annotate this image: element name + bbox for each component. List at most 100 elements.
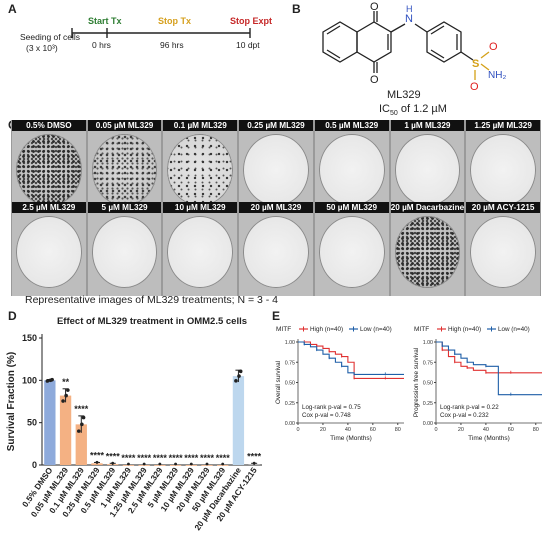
- plate-cell: 1.25 µM ML329: [466, 120, 540, 214]
- km-overall-survival-chart: MITF High (n=40) Low (n=40) 0.00 0.25 0.50 0.7…: [275, 326, 404, 442]
- survival-curve: [298, 341, 404, 375]
- ic50-label: IC50 of 1.2 µM: [379, 103, 447, 117]
- panel-letter-a: A: [8, 2, 17, 16]
- plate-label: 0.25 µM ML329: [239, 120, 313, 131]
- stat-annotation: Log-rank p-val = 0.75: [302, 404, 361, 411]
- data-point: [127, 462, 130, 466]
- significance-label: ****: [153, 453, 168, 463]
- plate-label: 0.05 µM ML329: [87, 120, 162, 131]
- plate-row-1: 0.5% DMSO 0.05 µM ML329 0.1 µM ML329 0.25 µ…: [11, 120, 541, 214]
- culture-dish: [16, 134, 82, 206]
- atom-o-s2: O: [470, 81, 479, 93]
- y-tick-label: 0.00: [285, 421, 295, 427]
- y-tick-label: 50: [27, 418, 37, 428]
- significance-label: **: [62, 377, 70, 387]
- significance-label: ****: [137, 453, 152, 463]
- molecule-bonds: [322, 11, 474, 73]
- x-tick-label: 40: [345, 427, 351, 433]
- plate-cell: 20 µM ACY-1215: [466, 202, 540, 296]
- atom-h: H: [406, 4, 413, 14]
- bar: [217, 465, 229, 466]
- y-tick-label: 0.75: [423, 360, 433, 366]
- legend-label: High (n=40): [310, 326, 343, 333]
- plate-cell: 1 µM ML329: [390, 120, 465, 214]
- significance-label: ****: [247, 451, 262, 461]
- x-tick-label: 20: [320, 427, 326, 433]
- legend-label: Low (n=40): [498, 326, 530, 333]
- significance-label: ****: [74, 404, 89, 414]
- plate-cell: 0.5 µM ML329: [314, 120, 389, 214]
- plate-label: 10 µM ML329: [163, 202, 238, 213]
- y-axis-label: Survival Fraction (%): [6, 352, 17, 451]
- chart-title: Effect of ML329 treatment in OMM2.5 cell…: [57, 316, 247, 327]
- plate-label: 0.5 µM ML329: [314, 120, 389, 131]
- time-96-label: 96 hrs: [160, 40, 184, 50]
- plate-label: 1 µM ML329: [390, 120, 465, 131]
- y-tick-label: 0.25: [285, 401, 295, 407]
- plate-label: 20 µM ACY-1215: [466, 202, 540, 213]
- y-tick-label: 0.50: [423, 381, 433, 387]
- data-point: [64, 393, 68, 398]
- data-point: [76, 429, 81, 433]
- x-tick-label: 0: [434, 427, 437, 433]
- stat-annotation: Cox p-val = 0.232: [440, 412, 489, 419]
- data-point: [142, 462, 146, 466]
- y-axis-label: Progression free survival: [413, 348, 420, 417]
- data-point: [45, 379, 50, 383]
- x-tick-label: 0: [296, 427, 299, 433]
- plate-cell: 20 µM ML329: [239, 202, 313, 296]
- atom-o-s1: O: [489, 41, 498, 53]
- x-tick-label: 40: [483, 427, 489, 433]
- data-point: [66, 388, 70, 392]
- plate-label: 2.5 µM ML329: [12, 202, 86, 213]
- bar: [185, 465, 197, 466]
- data-point: [111, 461, 115, 465]
- data-point: [238, 369, 243, 374]
- plate-label: 1.25 µM ML329: [466, 120, 540, 131]
- atom-nh2: NH₂: [488, 70, 506, 81]
- culture-dish: [91, 216, 158, 288]
- plate-cell: 20 µM Dacarbazine: [390, 202, 465, 296]
- significance-label: ****: [216, 453, 231, 463]
- seeding-label-line2: (3 x 10³): [26, 43, 58, 53]
- y-tick-label: 0.00: [423, 421, 433, 427]
- y-tick-label: 100: [22, 375, 37, 385]
- ml329-structure: O O N H S O O NH₂ ML329 IC50 of 1.2 µM: [322, 1, 506, 117]
- x-tick-label: 60: [508, 427, 514, 433]
- atom-s: S: [472, 58, 479, 70]
- legend-label: Low (n=40): [360, 326, 392, 333]
- compound-name: ML329: [387, 89, 421, 101]
- significance-label: ****: [169, 453, 184, 463]
- y-tick-label: 0.50: [285, 381, 295, 387]
- data-point: [205, 462, 209, 466]
- stop-expt-label: Stop Expt: [230, 16, 272, 26]
- significance-label: ****: [200, 453, 215, 463]
- legend-label: High (n=40): [448, 326, 481, 333]
- panel-letter-d: D: [8, 309, 17, 323]
- y-tick-label: 0: [32, 460, 37, 470]
- atom-o-bottom: O: [370, 74, 379, 86]
- y-tick-label: 1.00: [423, 340, 433, 346]
- significance-label: ****: [184, 453, 199, 463]
- plate-label: 0.1 µM ML329: [163, 120, 238, 131]
- stat-annotation: Cox p-val = 0.748: [302, 412, 351, 419]
- y-axis-label: Overall survival: [275, 361, 282, 404]
- significance-label: ****: [121, 453, 136, 463]
- bar: [75, 424, 87, 465]
- plate-cell: 0.1 µM ML329: [163, 120, 238, 214]
- plate-row-2: 2.5 µM ML329 5 µM ML329 10 µM ML329 20 µM M…: [11, 202, 541, 296]
- plates-caption: Representative images of ML329 treatment…: [25, 294, 278, 306]
- plate-cell: 10 µM ML329: [163, 202, 238, 296]
- x-tick-label: 20: [458, 427, 464, 433]
- data-point: [174, 462, 177, 466]
- plate-label: 50 µM ML329: [314, 202, 389, 213]
- plate-cell: 50 µM ML329: [314, 202, 389, 296]
- plate-cell: 0.5% DMSO: [12, 120, 86, 214]
- bar: [59, 395, 72, 465]
- survival-curve: [436, 341, 542, 374]
- x-axis-label: Time (Months): [468, 435, 510, 442]
- plate-cell: 0.25 µM ML329: [239, 120, 313, 214]
- data-point: [81, 415, 86, 420]
- y-tick-label: 0.25: [423, 401, 433, 407]
- plate-cell: 2.5 µM ML329: [12, 202, 86, 296]
